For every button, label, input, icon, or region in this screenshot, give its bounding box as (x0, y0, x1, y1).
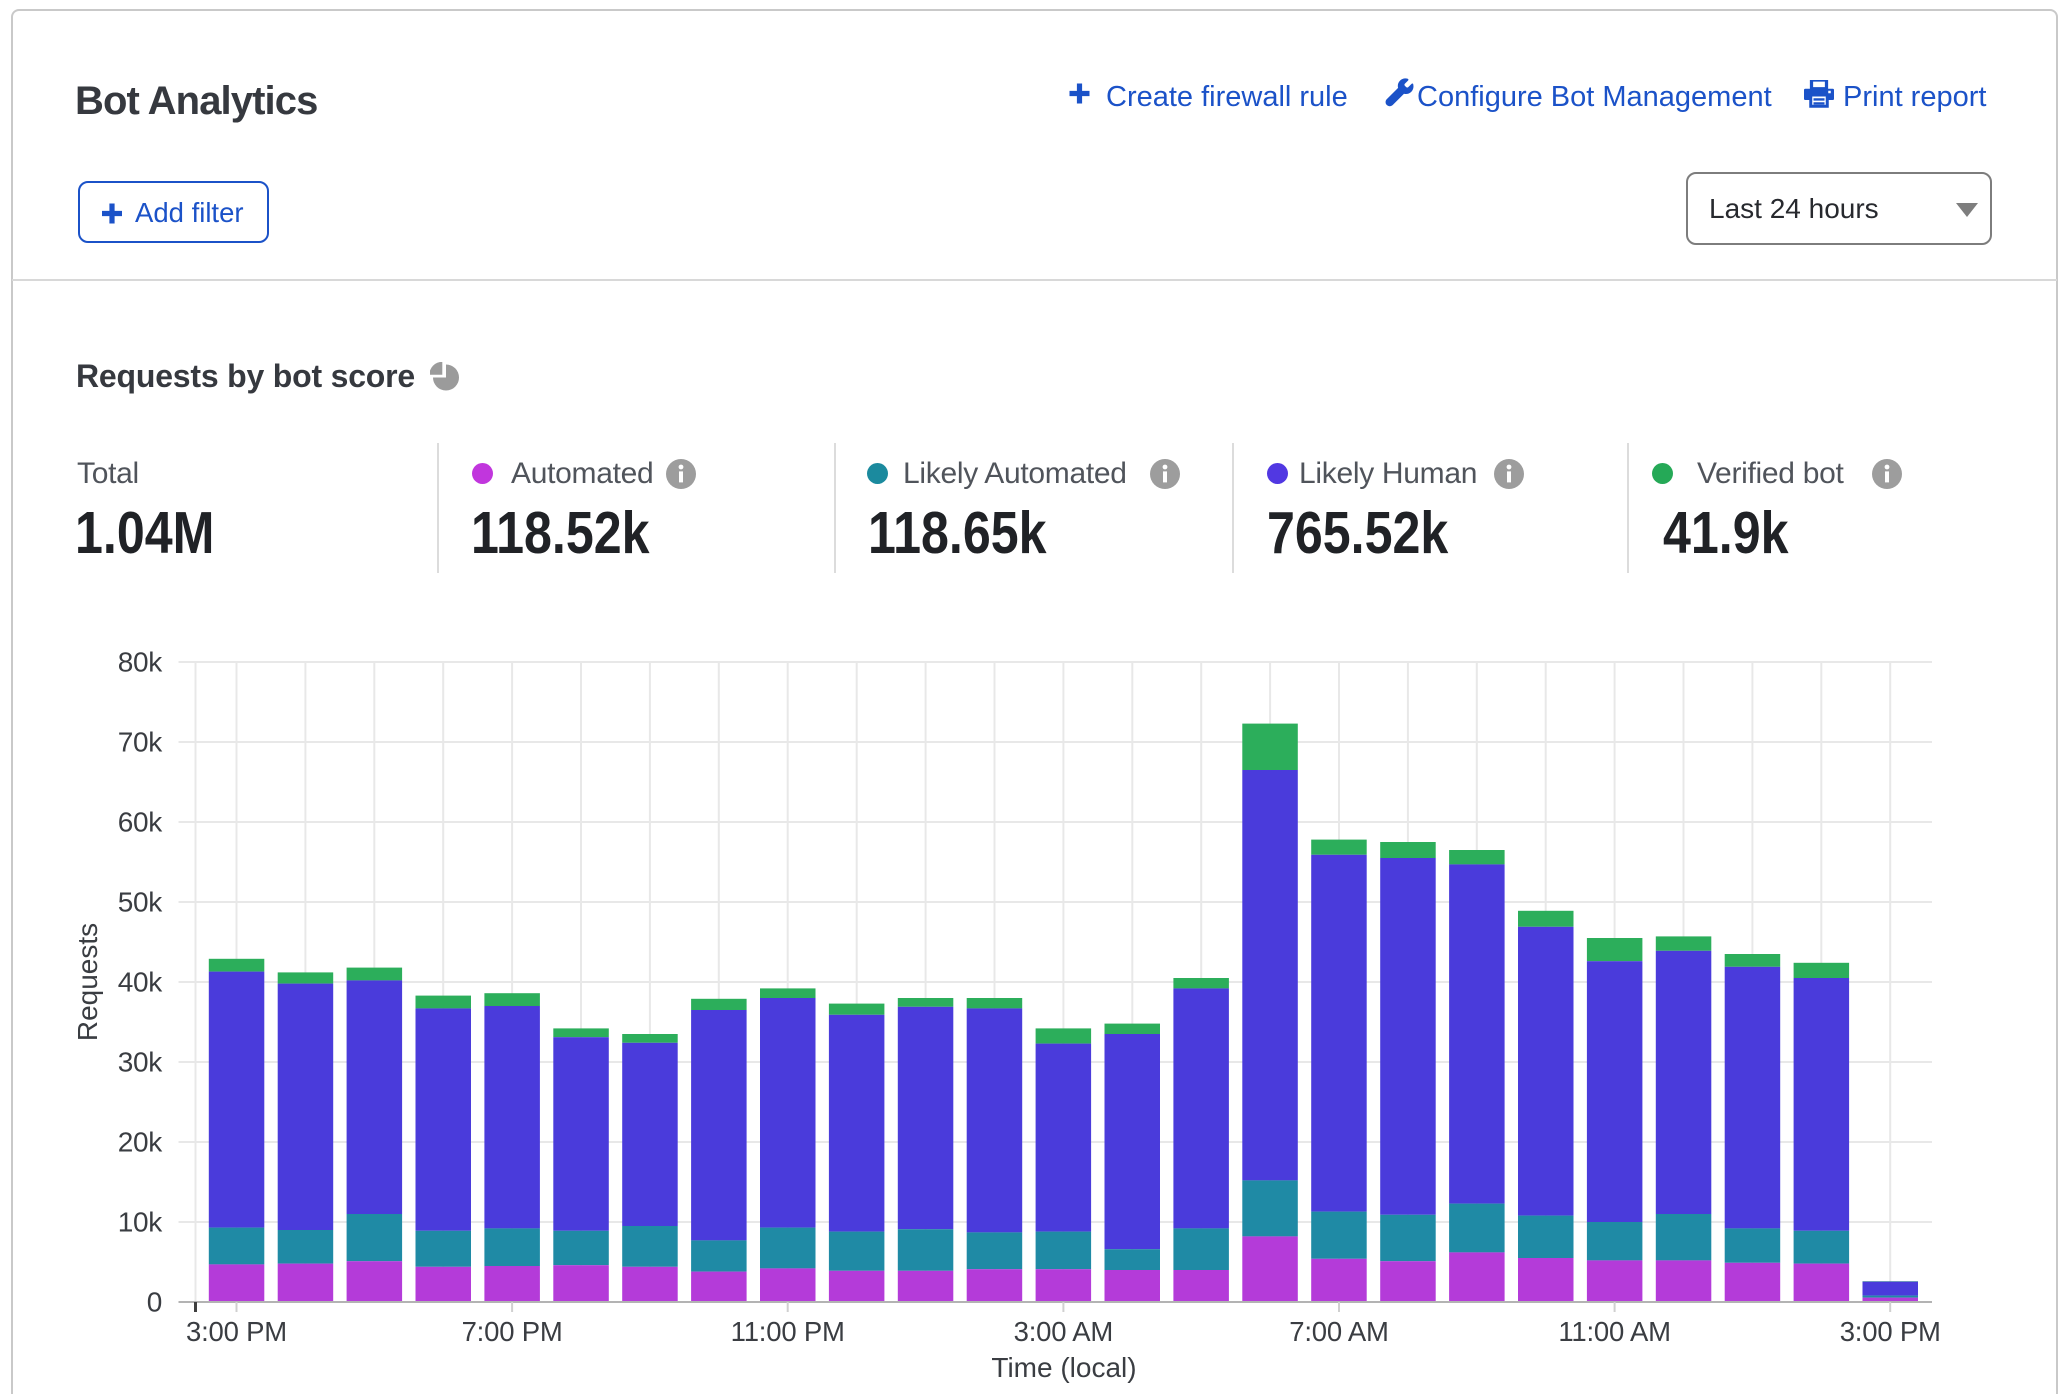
svg-text:30k: 30k (118, 1047, 164, 1078)
svg-text:7:00 AM: 7:00 AM (1289, 1316, 1389, 1347)
svg-text:0: 0 (147, 1287, 162, 1318)
svg-text:11:00 AM: 11:00 AM (1558, 1316, 1671, 1347)
svg-text:3:00 AM: 3:00 AM (1014, 1316, 1114, 1347)
svg-text:10k: 10k (118, 1207, 164, 1238)
svg-text:20k: 20k (118, 1127, 164, 1158)
svg-text:Time (local): Time (local) (991, 1352, 1136, 1383)
svg-text:40k: 40k (118, 967, 164, 998)
svg-text:80k: 80k (118, 647, 164, 678)
svg-text:3:00 PM: 3:00 PM (186, 1316, 287, 1347)
svg-text:Requests: Requests (72, 923, 103, 1041)
svg-text:70k: 70k (118, 727, 164, 758)
svg-text:7:00 PM: 7:00 PM (462, 1316, 563, 1347)
svg-text:60k: 60k (118, 807, 164, 838)
svg-text:3:00 PM: 3:00 PM (1840, 1316, 1941, 1347)
svg-text:11:00 PM: 11:00 PM (731, 1316, 845, 1347)
svg-text:50k: 50k (118, 887, 164, 918)
